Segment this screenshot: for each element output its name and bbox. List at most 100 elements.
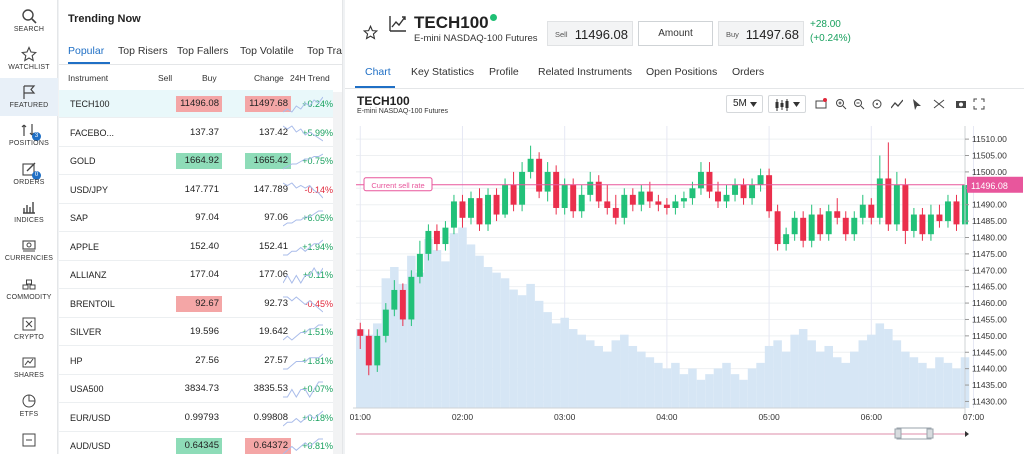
crosshair-icon[interactable] bbox=[933, 98, 945, 110]
buy-price[interactable]: 92.73 bbox=[264, 297, 288, 309]
nav-etfs[interactable]: ETFS bbox=[0, 387, 58, 425]
nav-more[interactable] bbox=[0, 426, 58, 454]
tab-orders[interactable]: Orders bbox=[732, 66, 765, 78]
candle-body[interactable] bbox=[910, 214, 917, 231]
nav-search[interactable]: SEARCH bbox=[0, 2, 58, 40]
nav-commodity[interactable]: COMMODITY bbox=[0, 270, 58, 308]
navigator-handle-right[interactable] bbox=[926, 428, 934, 439]
nav-featured[interactable]: FEATURED bbox=[0, 78, 58, 116]
timeframe-select[interactable]: 5M bbox=[726, 95, 763, 113]
candle-body[interactable] bbox=[842, 217, 849, 235]
candle-body[interactable] bbox=[536, 158, 543, 192]
nav-orders[interactable]: 0 ORDERS bbox=[0, 155, 58, 193]
instrument-row[interactable]: APPLE 152.40 152.41 +1.94% bbox=[59, 233, 333, 261]
nav-currencies[interactable]: CURRENCIES bbox=[0, 231, 58, 269]
candle-body[interactable] bbox=[570, 185, 577, 212]
buy-price[interactable]: 147.789 bbox=[253, 183, 288, 195]
buy-price[interactable]: 0.64372 bbox=[245, 438, 291, 454]
sell-price[interactable]: 147.771 bbox=[184, 183, 219, 195]
trendline-icon[interactable] bbox=[891, 98, 903, 110]
candle-body[interactable] bbox=[502, 185, 509, 215]
buy-price[interactable]: 177.06 bbox=[258, 269, 288, 280]
candle-body[interactable] bbox=[519, 171, 526, 205]
candle-body[interactable] bbox=[825, 211, 832, 235]
candle-body[interactable] bbox=[876, 178, 883, 218]
candle-body[interactable] bbox=[834, 211, 841, 218]
candle-body[interactable] bbox=[527, 158, 534, 172]
candle-body[interactable] bbox=[680, 198, 687, 202]
list-scrollbar[interactable] bbox=[333, 92, 342, 454]
tab-top-traded[interactable]: Top Trad bbox=[307, 45, 343, 57]
tab-chart[interactable]: Chart bbox=[365, 66, 391, 78]
candle-body[interactable] bbox=[663, 204, 670, 208]
buy-price[interactable]: 97.06 bbox=[264, 212, 288, 223]
candle-body[interactable] bbox=[604, 201, 611, 208]
candle-body[interactable] bbox=[638, 191, 645, 205]
candle-body[interactable] bbox=[749, 185, 756, 199]
nav-shares[interactable]: SHARES bbox=[0, 348, 58, 386]
buy-price[interactable]: 11497.68 bbox=[245, 96, 291, 112]
candle-body[interactable] bbox=[459, 201, 466, 218]
scroll-right-icon[interactable] bbox=[965, 431, 969, 437]
candle-body[interactable] bbox=[927, 214, 934, 235]
candle-body[interactable] bbox=[791, 217, 798, 235]
candle-body[interactable] bbox=[365, 335, 372, 366]
candle-body[interactable] bbox=[357, 329, 364, 336]
sell-price[interactable]: 97.04 bbox=[195, 212, 219, 223]
candle-body[interactable] bbox=[851, 217, 858, 235]
cursor-icon[interactable] bbox=[911, 98, 923, 110]
candle-body[interactable] bbox=[561, 185, 568, 208]
instrument-row[interactable]: GOLD 1664.92 1665.42 +0.75% bbox=[59, 147, 333, 175]
buy-price[interactable]: 152.41 bbox=[258, 240, 288, 252]
candle-body[interactable] bbox=[646, 191, 653, 202]
candle-body[interactable] bbox=[544, 171, 551, 192]
sell-price[interactable]: 3834.73 bbox=[184, 383, 219, 394]
candle-body[interactable] bbox=[697, 171, 704, 189]
candle-body[interactable] bbox=[672, 201, 679, 208]
buy-button[interactable]: Buy 11497.68 bbox=[718, 21, 804, 46]
candle-body[interactable] bbox=[944, 201, 951, 222]
candle-body[interactable] bbox=[936, 214, 943, 222]
candle-body[interactable] bbox=[493, 194, 500, 215]
sell-price[interactable]: 0.64345 bbox=[176, 438, 222, 454]
candle-body[interactable] bbox=[868, 204, 875, 218]
instrument-row[interactable]: AUD/USD 0.64345 0.64372 +0.81% bbox=[59, 432, 333, 454]
buy-price[interactable]: 1665.42 bbox=[245, 153, 291, 169]
candle-body[interactable] bbox=[399, 289, 406, 320]
candle-body[interactable] bbox=[433, 230, 440, 245]
nav-watchlist[interactable]: WATCHLIST bbox=[0, 40, 58, 78]
zoom-in-icon[interactable] bbox=[835, 98, 847, 110]
candle-body[interactable] bbox=[953, 201, 960, 225]
candle-body[interactable] bbox=[450, 201, 457, 228]
instrument-row[interactable]: ALLIANZ 177.04 177.06 +0.11% bbox=[59, 261, 333, 289]
candle-body[interactable] bbox=[374, 335, 381, 366]
candle-body[interactable] bbox=[859, 204, 866, 218]
sell-price[interactable]: 0.99793 bbox=[184, 411, 219, 423]
alert-icon[interactable] bbox=[815, 98, 827, 110]
candle-body[interactable] bbox=[893, 185, 900, 225]
instrument-row[interactable]: TECH100 11496.08 11497.68 +0.24% bbox=[59, 90, 333, 118]
candle-body[interactable] bbox=[416, 253, 423, 277]
nav-positions[interactable]: 3 POSITIONS bbox=[0, 116, 58, 154]
candle-body[interactable] bbox=[468, 198, 474, 218]
candle-body[interactable] bbox=[485, 194, 492, 225]
candle-body[interactable] bbox=[442, 227, 449, 245]
tab-popular[interactable]: Popular bbox=[68, 45, 105, 57]
buy-price[interactable]: 3835.53 bbox=[253, 383, 288, 394]
candle-body[interactable] bbox=[808, 214, 815, 241]
candle-body[interactable] bbox=[774, 211, 781, 245]
buy-price[interactable]: 19.642 bbox=[258, 326, 288, 337]
candle-body[interactable] bbox=[723, 194, 730, 202]
candle-body[interactable] bbox=[740, 185, 747, 199]
tab-top-volatile[interactable]: Top Volatile bbox=[240, 45, 294, 57]
candle-body[interactable] bbox=[885, 178, 892, 225]
candle-body[interactable] bbox=[621, 194, 628, 218]
candle-body[interactable] bbox=[612, 207, 619, 218]
candle-body[interactable] bbox=[391, 289, 398, 310]
candle-body[interactable] bbox=[919, 214, 926, 235]
favorite-star-icon[interactable] bbox=[363, 25, 378, 40]
nav-crypto[interactable]: CRYPTO bbox=[0, 310, 58, 348]
instrument-row[interactable]: FACEBO... 137.37 137.42 +5.99% bbox=[59, 119, 333, 147]
candle-body[interactable] bbox=[629, 194, 636, 205]
candle-body[interactable] bbox=[425, 230, 432, 254]
